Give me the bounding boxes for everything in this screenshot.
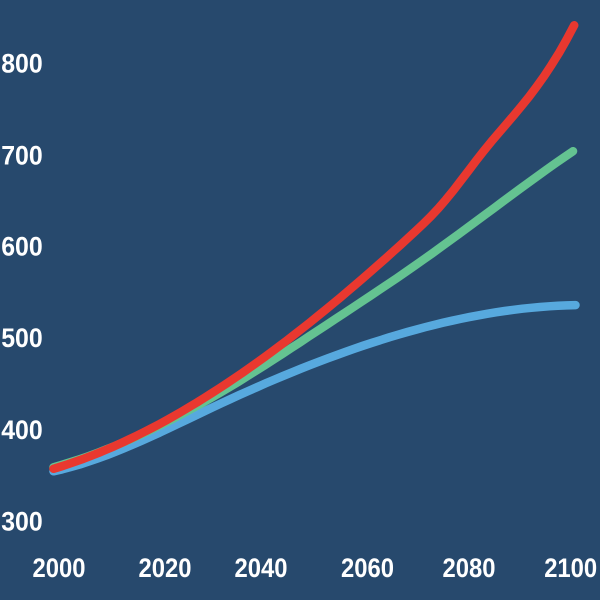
svg-text:700: 700 [1,140,43,170]
svg-text:2000: 2000 [33,553,86,583]
svg-text:2020: 2020 [139,553,192,583]
svg-text:400: 400 [1,415,43,445]
svg-text:2040: 2040 [235,553,288,583]
svg-text:800: 800 [1,49,43,79]
svg-text:2080: 2080 [443,553,496,583]
svg-text:2060: 2060 [341,553,394,583]
svg-text:2100: 2100 [544,553,597,583]
svg-text:600: 600 [1,232,43,262]
svg-text:500: 500 [1,323,43,353]
svg-text:300: 300 [1,507,43,537]
